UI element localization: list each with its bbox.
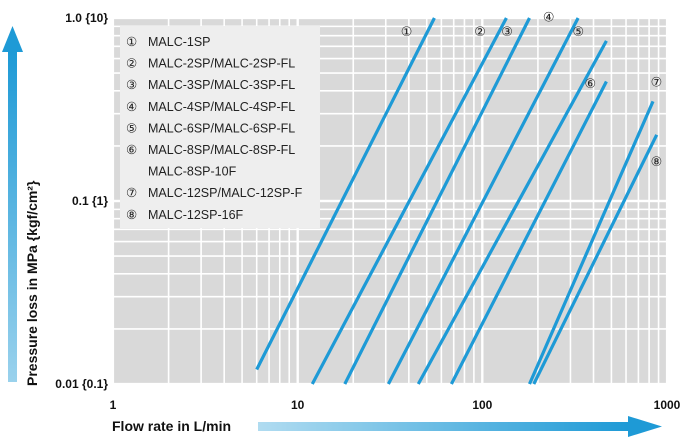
legend-entry: MALC-3SP/MALC-3SP-FL (148, 78, 295, 92)
curve-label: ① (401, 25, 413, 40)
series-line (386, 17, 580, 385)
legend-entry: MALC-12SP/MALC-12SP-F (148, 186, 303, 200)
y-axis-arrow (2, 26, 23, 382)
y-tick-label: 1.0 {10} (65, 11, 108, 25)
series-line (255, 17, 436, 371)
x-tick-label: 1000 (654, 398, 681, 412)
legend-marker: ② (126, 57, 137, 71)
curve-label: ⑧ (651, 155, 663, 170)
legend-marker: ⑤ (126, 121, 137, 135)
curve-label: ② (474, 25, 486, 40)
curve-labels: ① ② ③ ④ ⑤ ⑥ ⑦ ⑧ (401, 10, 662, 170)
x-tick-label: 1 (110, 398, 117, 412)
series-line (528, 100, 655, 385)
legend-marker: ⑧ (126, 208, 137, 222)
legend-entry: MALC-8SP/MALC-8SP-FL (148, 143, 295, 157)
legend-marker: ⑦ (126, 186, 137, 200)
curve-label: ④ (543, 10, 555, 25)
legend-entry: MALC-12SP-16F (148, 208, 244, 222)
legend-entry: MALC-6SP/MALC-6SP-FL (148, 121, 295, 135)
legend-marker: ⑥ (126, 143, 137, 157)
series-line (310, 17, 508, 385)
legend-marker: ③ (126, 78, 137, 92)
series-line (449, 80, 608, 385)
legend-entry: MALC-8SP-10F (148, 165, 237, 179)
y-axis-title: Pressure loss in MPa {kgf/cm²} (24, 180, 40, 386)
legend-box (120, 26, 320, 228)
x-axis-arrow (258, 416, 662, 437)
x-tick-label: 10 (291, 398, 305, 412)
curve-label: ⑥ (585, 77, 597, 92)
x-axis-title: Flow rate in L/min (112, 418, 231, 434)
series-line (532, 134, 659, 385)
legend: ① MALC-1SP ② MALC-2SP/MALC-2SP-FL ③ MALC-3SP/… (120, 26, 320, 228)
curve-label: ⑦ (651, 76, 663, 91)
legend-entry: MALC-4SP/MALC-4SP-FL (148, 100, 295, 114)
series-lines (255, 17, 659, 385)
y-tick-label: 0.1 {1} (72, 194, 108, 208)
legend-entry: MALC-1SP (148, 35, 211, 49)
x-tick-label: 100 (472, 398, 492, 412)
legend-marker: ① (126, 35, 137, 49)
curve-label: ③ (501, 25, 513, 40)
curve-label: ⑤ (573, 25, 585, 40)
y-tick-label: 0.01 {0.1} (55, 377, 108, 391)
legend-marker: ④ (126, 100, 137, 114)
tick-labels: 1 10 100 1000 0.01 {0.1} 0.1 {1} 1.0 {10} (55, 11, 680, 412)
series-line (343, 17, 531, 385)
legend-entry: MALC-2SP/MALC-2SP-FL (148, 57, 295, 71)
series-line (416, 40, 608, 385)
